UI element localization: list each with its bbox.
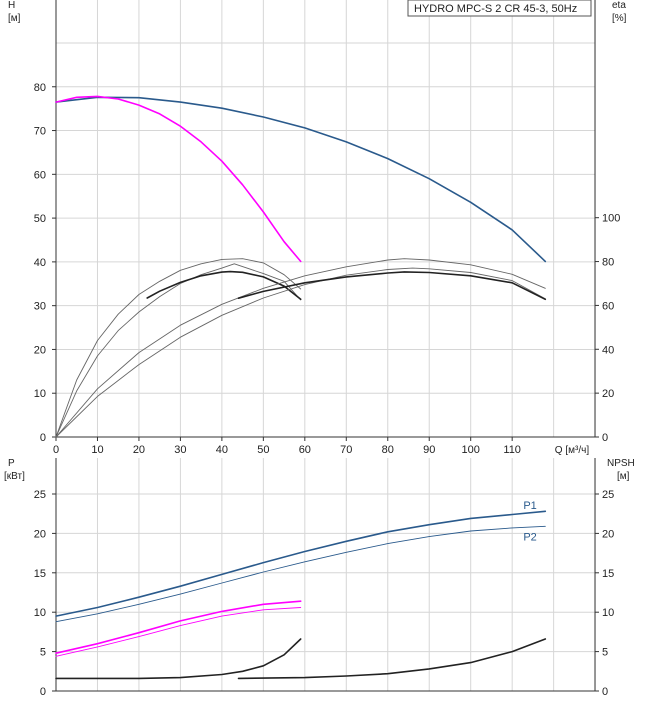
bottom-gridlines xyxy=(55,458,596,691)
bottom-series-label-p1: P1 xyxy=(523,500,536,512)
top-x-tick-label: 40 xyxy=(216,444,228,456)
top-x-tick-label: 20 xyxy=(133,444,145,456)
top-y-left-tick-label: 20 xyxy=(34,344,46,356)
top-x-tick-label: 100 xyxy=(462,444,480,456)
bottom-y-right-tick-label: 0 xyxy=(602,686,608,698)
top-x-tick-label: 0 xyxy=(53,444,59,456)
bottom-series-line-1 xyxy=(55,525,546,623)
top-x-tick-label: 110 xyxy=(503,444,521,456)
bottom-series-line-2 xyxy=(55,600,302,654)
top-x-tick-label: 60 xyxy=(299,444,311,456)
top-series-line-4 xyxy=(146,270,302,301)
bottom-series-label-p2: P2 xyxy=(523,532,536,544)
bottom-y-right-title: NPSH xyxy=(607,458,635,469)
top-y-left-tick-label: 40 xyxy=(34,257,46,269)
top-x-tick-label: 30 xyxy=(174,444,186,456)
top-y-left-tick-label: 80 xyxy=(34,82,46,94)
top-y-left-tick-label: 10 xyxy=(34,388,46,400)
top-gridlines xyxy=(55,0,596,437)
top-x-tick-label: 80 xyxy=(382,444,394,456)
legend-box-text: HYDRO MPC-S 2 CR 45-3, 50Hz xyxy=(414,3,577,15)
top-series-line-1 xyxy=(55,95,302,263)
top-y-right-tick-label: 40 xyxy=(602,344,614,356)
top-x-tick-label: 10 xyxy=(91,444,103,456)
top-x-axis-label: Q [м³/ч] xyxy=(555,445,590,456)
top-y-left-tick-label: 70 xyxy=(34,126,46,138)
top-series-line-0 xyxy=(55,96,547,263)
bottom-series-line-3 xyxy=(55,607,302,657)
bottom-series-line-5 xyxy=(237,638,547,680)
bottom-y-right-unit: [м] xyxy=(617,471,630,482)
top-y-right-title: eta xyxy=(612,0,626,11)
top-series-line-6 xyxy=(55,267,546,438)
bottom-y-left-unit: [кВт] xyxy=(4,471,25,482)
top-y-left-tick-label: 60 xyxy=(34,169,46,181)
bottom-y-left-tick-label: 0 xyxy=(40,686,46,698)
top-y-left-tick-label: 30 xyxy=(34,301,46,313)
top-y-right-tick-label: 100 xyxy=(602,213,620,225)
bottom-y-right-tick-label: 25 xyxy=(602,489,614,501)
top-x-tick-label: 50 xyxy=(257,444,269,456)
top-y-right-tick-label: 20 xyxy=(602,388,614,400)
bottom-y-right-tick-label: 10 xyxy=(602,607,614,619)
top-series-line-3 xyxy=(55,263,302,438)
top-y-right-tick-label: 0 xyxy=(602,432,608,444)
bottom-y-right-tick-label: 20 xyxy=(602,528,614,540)
bottom-y-left-tick-label: 15 xyxy=(34,568,46,580)
top-series-line-5 xyxy=(55,258,546,438)
top-series-line-7 xyxy=(237,271,547,301)
bottom-series-line-0 xyxy=(55,510,547,617)
bottom-y-left-title: P xyxy=(8,458,15,469)
top-y-right-tick-label: 80 xyxy=(602,257,614,269)
bottom-y-left-tick-label: 5 xyxy=(40,647,46,659)
top-y-right-tick-label: 60 xyxy=(602,300,614,312)
bottom-series-line-4 xyxy=(55,638,302,680)
bottom-y-right-tick-label: 15 xyxy=(602,568,614,580)
top-y-right-unit: [%] xyxy=(612,13,627,24)
bottom-y-left-tick-label: 20 xyxy=(34,528,46,540)
top-y-left-tick-label: 50 xyxy=(34,213,46,225)
top-y-left-title: H xyxy=(8,0,15,11)
top-y-left-unit: [м] xyxy=(8,13,21,24)
top-x-tick-label: 90 xyxy=(423,444,435,456)
top-series-line-2 xyxy=(55,258,302,438)
bottom-y-left-tick-label: 25 xyxy=(34,489,46,501)
legend-box xyxy=(407,0,592,17)
bottom-y-left-tick-label: 10 xyxy=(34,607,46,619)
top-y-left-tick-label: 0 xyxy=(40,432,46,444)
bottom-y-right-tick-label: 5 xyxy=(602,647,608,659)
top-x-tick-label: 70 xyxy=(340,444,352,456)
